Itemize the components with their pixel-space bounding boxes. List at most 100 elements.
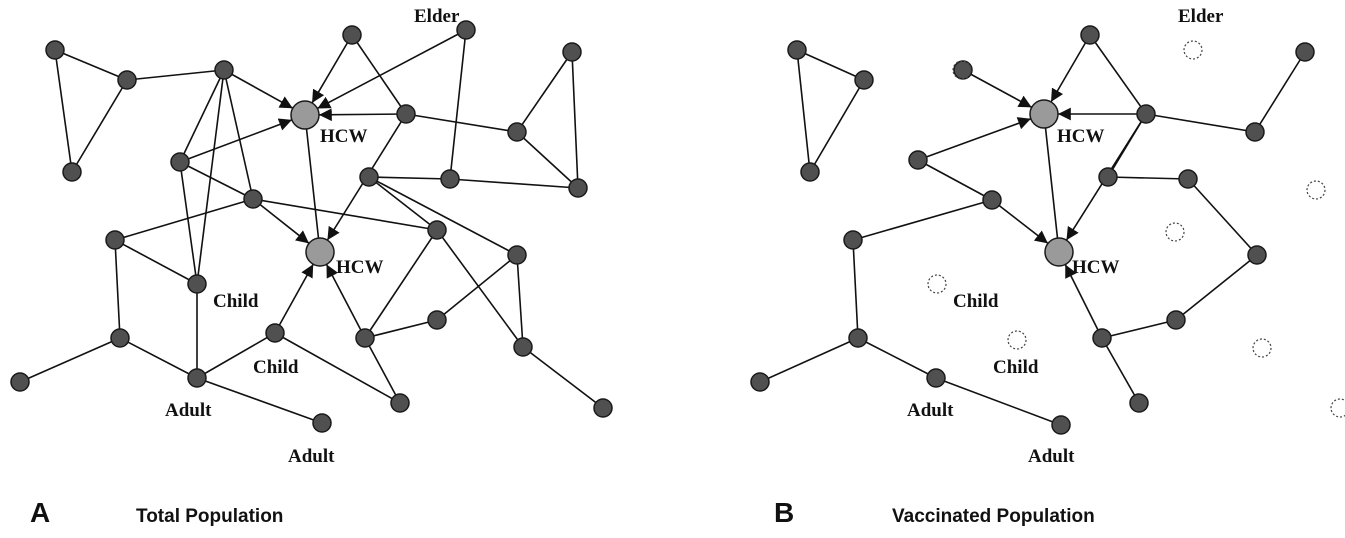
panel-title: Total Population <box>136 506 283 527</box>
node <box>1178 169 1198 189</box>
node <box>1136 104 1156 124</box>
node <box>187 368 207 388</box>
node-label: HCW <box>1072 257 1120 278</box>
edge <box>351 34 407 115</box>
edge <box>991 199 1049 245</box>
edge <box>304 114 321 253</box>
edge <box>917 117 1032 161</box>
edge <box>179 69 225 163</box>
hcw-node <box>1029 99 1059 129</box>
node-label: Adult <box>165 400 212 421</box>
edge <box>364 229 438 339</box>
edge <box>1107 176 1189 180</box>
node <box>848 328 868 348</box>
vaccinated-node <box>1183 40 1203 60</box>
node <box>1166 310 1186 330</box>
node <box>593 398 613 418</box>
hcw-node <box>290 100 320 130</box>
node-label: Adult <box>1028 446 1075 467</box>
vaccinated-node <box>927 274 947 294</box>
node <box>265 323 285 343</box>
panel-letter: A <box>30 497 50 528</box>
edge <box>223 69 294 109</box>
node <box>187 274 207 294</box>
node <box>1129 393 1149 413</box>
node <box>45 40 65 60</box>
vaccinated-node <box>1306 180 1326 200</box>
node-label: Child <box>993 357 1039 378</box>
edge <box>1043 113 1060 253</box>
edge <box>325 264 366 339</box>
node <box>854 70 874 90</box>
node-label: HCW <box>336 257 384 278</box>
node <box>170 152 190 172</box>
node <box>1092 328 1112 348</box>
edge <box>179 118 293 163</box>
edge <box>252 198 438 231</box>
edge <box>223 69 254 200</box>
edge <box>852 199 993 241</box>
vaccinated-node <box>1252 338 1272 358</box>
edge <box>368 176 451 180</box>
node <box>427 310 447 330</box>
node-label: Child <box>953 291 999 312</box>
edge <box>759 337 859 383</box>
edge <box>449 29 467 180</box>
node <box>396 104 416 124</box>
edge <box>1145 113 1256 133</box>
node <box>427 220 447 240</box>
node <box>800 162 820 182</box>
node <box>342 25 362 45</box>
node <box>843 230 863 250</box>
edge <box>114 239 121 339</box>
node <box>513 337 533 357</box>
edge <box>449 178 579 189</box>
panel-letter: B <box>774 497 794 528</box>
edge <box>1107 113 1147 178</box>
edge <box>364 319 438 339</box>
node <box>62 162 82 182</box>
edge <box>114 239 198 285</box>
edge <box>54 49 73 173</box>
edge <box>857 337 937 379</box>
hcw-node <box>305 237 335 267</box>
node-label: Child <box>253 357 299 378</box>
edge <box>126 69 225 81</box>
edge <box>114 198 254 241</box>
node-label: Adult <box>907 400 954 421</box>
edge <box>318 108 407 122</box>
edge <box>1101 337 1140 404</box>
edge <box>1089 34 1147 115</box>
node <box>1080 25 1100 45</box>
node <box>110 328 130 348</box>
node <box>926 368 946 388</box>
node <box>243 189 263 209</box>
edge <box>179 161 254 200</box>
node <box>953 60 973 80</box>
edge <box>962 69 1033 109</box>
edge <box>54 49 128 81</box>
hcw-node <box>1044 237 1074 267</box>
node <box>10 372 30 392</box>
node-label: HCW <box>320 126 368 147</box>
node-label: Adult <box>288 446 335 467</box>
edge <box>368 176 438 231</box>
node <box>750 372 770 392</box>
edge <box>436 229 524 348</box>
node-label: Elder <box>414 6 460 27</box>
edge <box>1064 264 1103 339</box>
vaccinated-node <box>1007 330 1027 350</box>
node <box>787 40 807 60</box>
vaccinated-node <box>1165 222 1185 242</box>
node <box>355 328 375 348</box>
edge <box>179 161 198 285</box>
edge <box>119 337 198 379</box>
edge <box>796 49 865 81</box>
edge <box>311 34 353 104</box>
node <box>1098 167 1118 187</box>
edge <box>1101 319 1177 339</box>
edge <box>1050 34 1091 103</box>
edge <box>436 254 518 321</box>
edge <box>935 377 1062 426</box>
node <box>456 20 476 40</box>
